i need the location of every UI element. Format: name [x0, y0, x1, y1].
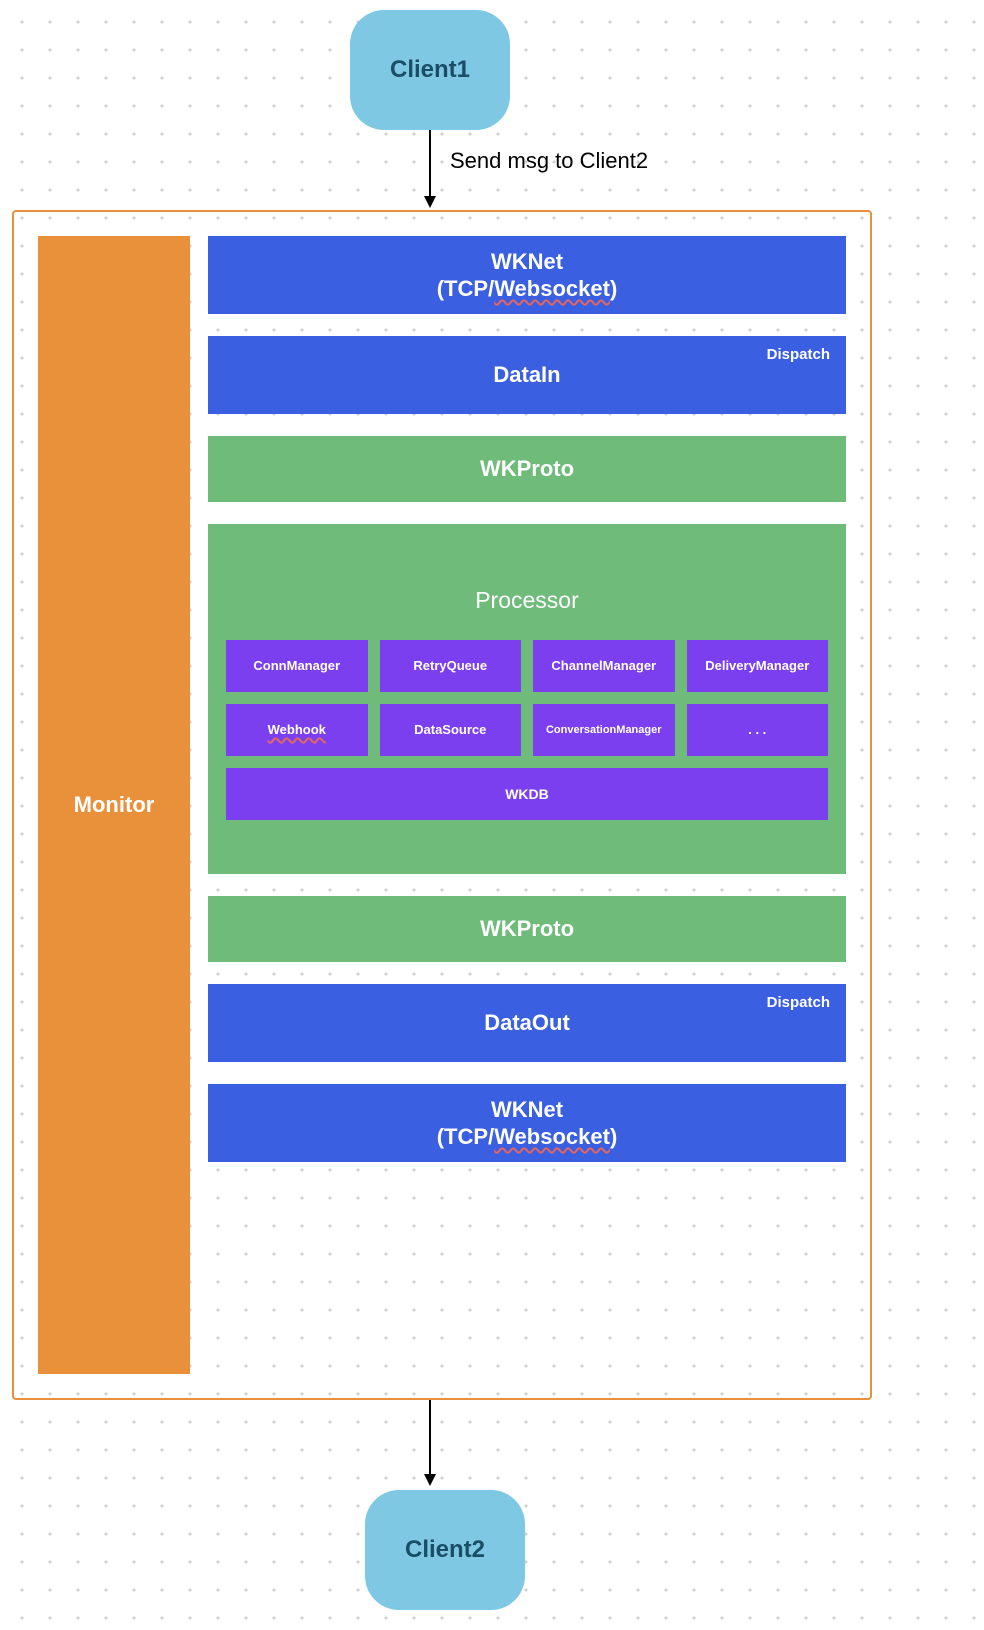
stack-block-6: WKNet(TCP/Websocket) [208, 1084, 846, 1162]
arrow1-label: Send msg to Client2 [450, 148, 648, 174]
processor-cell: ChannelManager [533, 640, 675, 692]
processor-cell: ConnManager [226, 640, 368, 692]
processor-wkdb: WKDB [226, 768, 828, 820]
arrow1-head-icon [424, 196, 436, 208]
processor-cell: Webhook [226, 704, 368, 756]
block-subtitle: (TCP/Websocket) [437, 275, 618, 303]
stack-block-1: DataIn Dispatch [208, 336, 846, 414]
arrow2-line [429, 1400, 431, 1476]
block-subtitle: (TCP/Websocket) [437, 1123, 618, 1151]
arrow2-head-icon [424, 1474, 436, 1486]
diagram-canvas: Client1 Send msg to Client2 Monitor WKNe… [0, 0, 984, 1630]
client2-node: Client2 [365, 1490, 525, 1610]
client1-label: Client1 [390, 56, 470, 84]
monitor-block: Monitor [38, 236, 190, 1374]
processor-grid: ConnManagerRetryQueueChannelManagerDeliv… [226, 640, 828, 756]
stack-block-0: WKNet(TCP/Websocket) [208, 236, 846, 314]
block-title: DataIn [493, 361, 560, 389]
main-container: Monitor WKNet(TCP/Websocket)DataInDispat… [12, 210, 872, 1400]
processor-cell: DataSource [380, 704, 522, 756]
arrow1-line [429, 130, 431, 198]
pipeline-stack: WKNet(TCP/Websocket)DataInDispatchWKProt… [208, 236, 846, 1374]
monitor-label: Monitor [74, 792, 155, 818]
dispatch-badge: Dispatch [767, 994, 830, 1011]
stack-block-4: WKProto [208, 896, 846, 962]
processor-cell: . . . [687, 704, 829, 756]
client1-node: Client1 [350, 10, 510, 130]
processor-cell: DeliveryManager [687, 640, 829, 692]
stack-block-2: WKProto [208, 436, 846, 502]
processor-cell-label: Webhook [268, 722, 326, 737]
block-title: WKNet [491, 1096, 563, 1124]
processor-cell: RetryQueue [380, 640, 522, 692]
block-title: DataOut [484, 1009, 570, 1037]
processor-cell: ConversationManager [533, 704, 675, 756]
client2-label: Client2 [405, 1536, 485, 1564]
processor-title: Processor [226, 587, 828, 614]
block-title: WKProto [480, 915, 574, 943]
block-title: WKProto [480, 455, 574, 483]
block-title: WKNet [491, 248, 563, 276]
processor-block: Processor ConnManagerRetryQueueChannelMan… [208, 524, 846, 874]
stack-block-5: DataOut Dispatch [208, 984, 846, 1062]
dispatch-badge: Dispatch [767, 346, 830, 363]
